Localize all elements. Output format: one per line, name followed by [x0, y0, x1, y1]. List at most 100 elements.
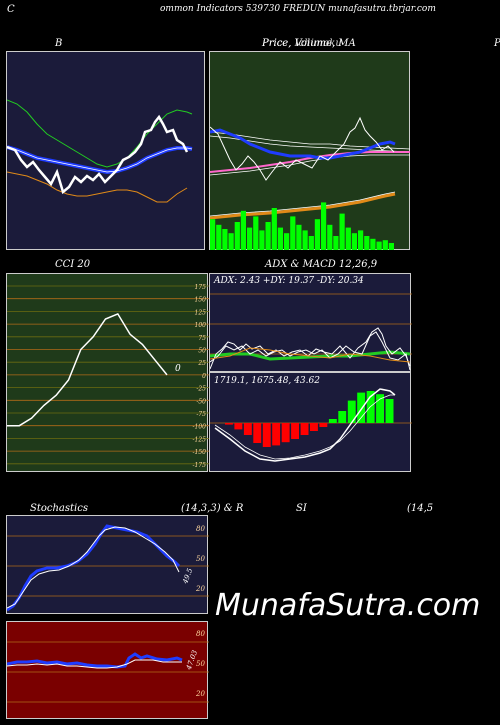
- volume-bar: [321, 202, 327, 250]
- macd-chart: [210, 388, 412, 462]
- stoch-title-right: (14,5: [407, 503, 434, 514]
- volume-bar: [253, 216, 259, 250]
- price-ma-title: Price, Volume, MA: [262, 38, 356, 49]
- stoch-k-blue: [7, 524, 181, 612]
- volume-bar: [314, 219, 320, 250]
- stoch-tick-20: 20: [196, 585, 205, 593]
- cci-tick-label: -25: [196, 386, 206, 393]
- cci-tick-label: -125: [193, 436, 207, 443]
- cci-tick-label: -175: [193, 462, 207, 469]
- adx-values: ADX: 2.43 +DY: 19.37 -DY: 20.34: [214, 276, 364, 286]
- macd-histogram-bar: [300, 423, 309, 435]
- stochastics-chart: [7, 524, 209, 612]
- pink-ma-line: [210, 151, 410, 173]
- volume-bar: [364, 236, 370, 250]
- volume-bar: [247, 227, 253, 250]
- volume-bar: [296, 224, 302, 250]
- cci-grid: 175 150 125 100 75 50 25 0 -25 -50 -75 -100 -125 -150…: [7, 284, 209, 469]
- header-title: ommon Indicators 539730 FREDUN munafasut…: [160, 4, 436, 14]
- cci-tick-label: 100: [195, 322, 207, 329]
- cci-chart: 175 150 125 100 75 50 25 0 -25 -50 -75 -100 -125 -150…: [7, 284, 209, 469]
- rsi-title-si: SI: [296, 503, 307, 514]
- volume-bar: [358, 230, 364, 250]
- volume-bar: [216, 224, 222, 250]
- macd-histogram-bar: [234, 423, 243, 430]
- volume-bar: [290, 216, 296, 250]
- stochastics-panel: 80 50 20 49.5: [6, 515, 209, 614]
- volume-bar: [370, 238, 376, 250]
- cci-last-value: 0: [175, 364, 181, 374]
- volume-bar: [345, 227, 351, 250]
- macd-histogram-bar: [281, 423, 290, 443]
- macd-histogram-bar: [376, 394, 384, 423]
- macd-histogram-bar: [225, 423, 233, 425]
- volume-bar: [234, 222, 240, 250]
- ichimoku-line-1: [210, 131, 411, 150]
- bollinger-chart: [7, 99, 193, 203]
- volume-bar: [302, 230, 308, 250]
- volume-bar: [351, 233, 357, 250]
- price-white-line: [210, 116, 395, 181]
- stoch-tick-80: 80: [196, 525, 205, 533]
- volume-bar: [382, 240, 388, 250]
- rsi-chart: [7, 641, 209, 703]
- cci-tick-label: 25: [197, 360, 206, 367]
- volume-bar: [259, 230, 265, 250]
- cci-tick-label: -75: [196, 411, 206, 418]
- macd-histogram-bar: [262, 423, 271, 447]
- macd-histogram-bar: [338, 411, 347, 423]
- bollinger-title: B: [55, 38, 63, 49]
- bollinger-panel: [6, 51, 205, 250]
- rsi-panel: 80 50 20 47.03: [6, 621, 209, 719]
- stoch-title-mid: (14,3,3) & R: [181, 503, 244, 514]
- white-ma-line: [210, 154, 410, 176]
- adx-macd-title: ADX & MACD 12,26,9: [265, 259, 378, 270]
- volume-bar: [339, 213, 345, 250]
- volume-bar: [240, 210, 246, 250]
- bollinger-upper-green: [7, 99, 193, 168]
- volume-bar: [333, 236, 339, 250]
- cci-tick-label: 75: [198, 335, 206, 342]
- macd-panel: 1719.1, 1675.48, 43.62: [209, 372, 412, 472]
- volume-bar: [376, 241, 382, 250]
- volume-bar: [271, 208, 277, 250]
- price-volume-chart: [210, 116, 411, 250]
- cci-tick-label: -150: [193, 449, 207, 456]
- adx-panel: ADX: 2.43 +DY: 19.37 -DY: 20.34: [209, 273, 412, 372]
- cci-tick-label: -100: [193, 424, 207, 431]
- macd-histogram-bar: [243, 423, 252, 435]
- stoch-tick-50: 50: [196, 555, 205, 563]
- volume-bar: [210, 219, 216, 250]
- macd-histogram-bar: [291, 423, 299, 439]
- volume-bar: [222, 229, 228, 250]
- header-left-char: C: [7, 4, 15, 15]
- cci-tick-label: 150: [195, 297, 207, 304]
- volume-bar: [265, 222, 271, 250]
- macd-signal-white: [214, 394, 395, 460]
- cci-tick-label: 0: [202, 373, 206, 380]
- rsi-blue-line: [7, 652, 183, 669]
- macd-histogram-bar: [347, 400, 356, 423]
- volume-bar: [277, 227, 283, 250]
- macd-histogram-bar: [310, 423, 318, 431]
- rsi-tick-80: 80: [196, 630, 205, 638]
- volume-bar: [388, 243, 394, 250]
- cci-panel: 175 150 125 100 75 50 25 0 -25 -50 -75 -100 -125 -150…: [6, 273, 209, 472]
- price-volume-panel: [209, 51, 411, 250]
- cci-tick-label: 50: [198, 348, 206, 355]
- cci-tick-label: 125: [195, 309, 207, 316]
- adx-chart: [210, 293, 412, 371]
- macd-histogram-bar: [357, 392, 366, 423]
- price-ichimoku-title: Price, Ichimoku: [262, 38, 342, 49]
- macd-line-white: [214, 388, 396, 462]
- volume-bar: [284, 233, 290, 250]
- macd-values: 1719.1, 1675.48, 43.62: [214, 376, 320, 386]
- adx-orange-line: [210, 347, 411, 363]
- price-line-white: [7, 114, 189, 195]
- blue-ma-line: [210, 128, 396, 160]
- macd-histogram-bar: [385, 399, 394, 423]
- rsi-tick-20: 20: [196, 690, 205, 698]
- stoch-d-white: [7, 526, 180, 609]
- macd-histogram-bar: [328, 419, 337, 423]
- volume-ma-white: [210, 191, 396, 217]
